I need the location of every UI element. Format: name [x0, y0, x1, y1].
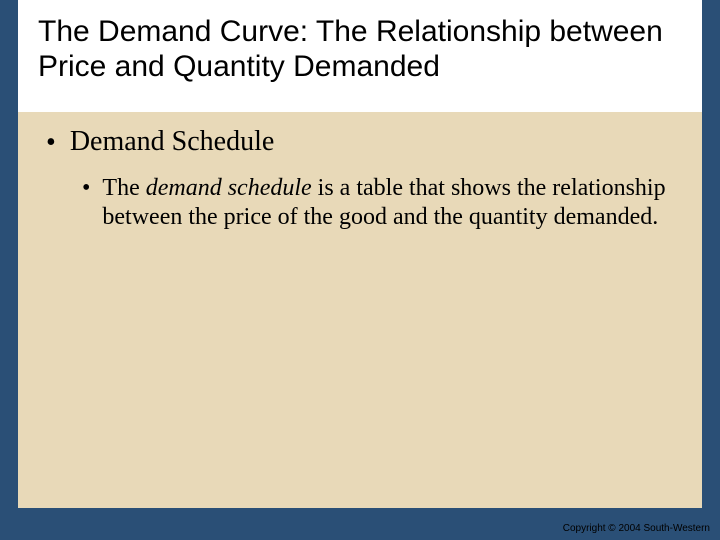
bullet-level-1: • Demand Schedule [46, 126, 674, 160]
bullet-l2-text: The demand schedule is a table that show… [102, 174, 674, 233]
slide: The Demand Curve: The Relationship betwe… [0, 0, 720, 540]
title-box: The Demand Curve: The Relationship betwe… [18, 0, 702, 112]
bullet-icon: • [46, 126, 56, 160]
copyright-text: Copyright © 2004 South-Western [563, 523, 710, 534]
bullet-l1-text: Demand Schedule [70, 126, 275, 158]
bullet-icon: • [82, 174, 90, 203]
slide-title: The Demand Curve: The Relationship betwe… [38, 14, 682, 85]
bullet-l2-pre: The [102, 175, 145, 201]
bullet-l2-italic: demand schedule [146, 175, 312, 201]
body-box: • Demand Schedule • The demand schedule … [18, 112, 702, 508]
bullet-level-2: • The demand schedule is a table that sh… [82, 174, 674, 233]
